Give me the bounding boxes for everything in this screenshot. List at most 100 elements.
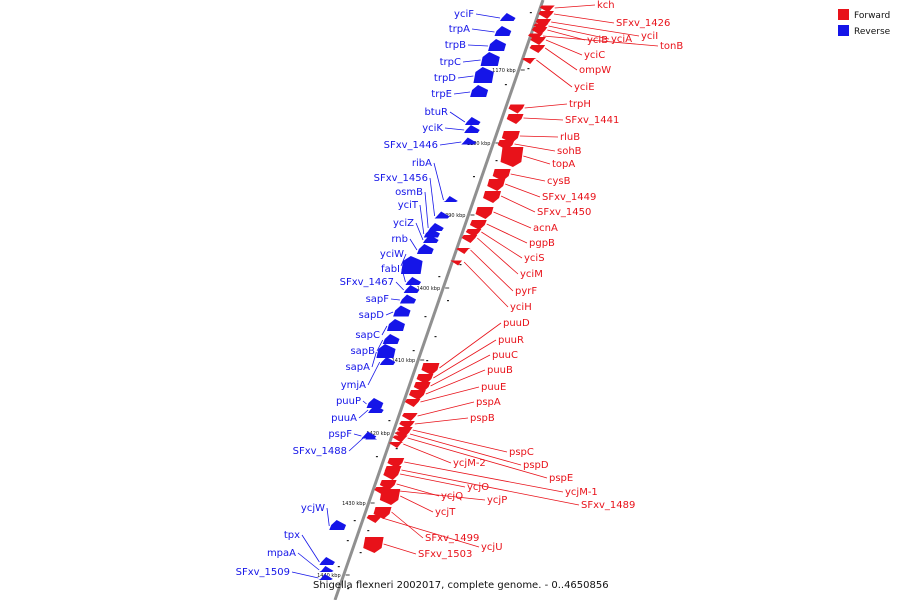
reverse-gene-yciz[interactable]	[423, 235, 439, 243]
forward-gene-label-puue[interactable]: puuE	[481, 382, 506, 393]
reverse-gene-label-yciw[interactable]: yciW	[380, 249, 404, 260]
reverse-gene-puua[interactable]	[368, 405, 384, 413]
forward-gene-label-ycii[interactable]: yciI	[641, 31, 658, 42]
reverse-gene-label-riba[interactable]: ribA	[412, 158, 432, 169]
reverse-gene-yciw[interactable]	[400, 256, 423, 274]
forward-gene-label-sfxv_1503[interactable]: SFxv_1503	[418, 549, 472, 560]
reverse-gene-ycik[interactable]	[464, 125, 480, 133]
reverse-gene-tpx[interactable]	[319, 557, 335, 565]
forward-gene-ycii[interactable]	[535, 19, 552, 27]
forward-gene-label-cysb[interactable]: cysB	[547, 176, 571, 187]
forward-gene-trph[interactable]	[508, 104, 525, 114]
forward-gene-topa[interactable]	[500, 147, 524, 167]
forward-gene-pyrf[interactable]	[456, 248, 471, 254]
forward-gene-label-puub[interactable]: puuB	[487, 365, 513, 376]
forward-gene-ycjq[interactable]	[379, 480, 397, 490]
reverse-gene-sapa[interactable]	[376, 344, 396, 358]
forward-gene-sohb[interactable]	[497, 140, 515, 150]
forward-gene-label-sfxv_1449[interactable]: SFxv_1449	[542, 192, 596, 203]
reverse-gene-label-trpe[interactable]: trpE	[431, 89, 452, 100]
forward-gene-label-ycjo[interactable]: ycjO	[467, 482, 489, 493]
forward-gene-label-ycjp[interactable]: ycjP	[487, 495, 507, 506]
forward-gene-pspa[interactable]	[401, 413, 418, 421]
reverse-gene-label-trpd[interactable]: trpD	[434, 73, 456, 84]
forward-gene-pspb[interactable]	[399, 421, 415, 429]
reverse-gene-label-yciz[interactable]: yciZ	[393, 218, 414, 229]
forward-gene-label-ycih[interactable]: yciH	[510, 302, 532, 313]
reverse-gene-label-sapb[interactable]: sapB	[350, 346, 375, 357]
reverse-gene-label-mpaa[interactable]: mpaA	[267, 548, 296, 559]
forward-gene-label-pyrf[interactable]: pyrF	[515, 286, 537, 297]
forward-gene-pspc[interactable]	[397, 427, 413, 435]
forward-gene-label-ycis[interactable]: yciS	[524, 253, 545, 264]
reverse-gene-sfxv_1446[interactable]	[461, 137, 477, 145]
reverse-gene-mpaa[interactable]	[319, 566, 334, 572]
reverse-gene-label-sfxv_1446[interactable]: SFxv_1446	[384, 140, 438, 151]
reverse-gene-label-ycik[interactable]: yciK	[422, 123, 443, 134]
reverse-gene-ycif[interactable]	[499, 13, 516, 21]
reverse-gene-sfxv_1509[interactable]	[318, 574, 333, 580]
reverse-gene-ycjw[interactable]	[329, 520, 347, 530]
forward-gene-label-ycjt[interactable]: ycjT	[435, 507, 456, 518]
forward-gene-ycim[interactable]	[461, 235, 478, 243]
forward-gene-sfxv_1441[interactable]	[506, 114, 524, 124]
forward-gene-label-acna[interactable]: acnA	[533, 223, 558, 234]
forward-gene-label-pgpb[interactable]: pgpB	[529, 238, 555, 249]
forward-gene-label-topa[interactable]: topA	[552, 159, 575, 170]
reverse-gene-sfxv_1467[interactable]	[403, 285, 420, 293]
reverse-gene-label-pspf[interactable]: pspF	[328, 429, 352, 440]
forward-gene-ycju[interactable]	[366, 515, 383, 523]
forward-gene-ycjo[interactable]	[383, 470, 401, 480]
forward-gene-kch[interactable]	[539, 5, 555, 13]
forward-gene-puub[interactable]	[409, 390, 426, 400]
reverse-gene-label-sfxv_1456[interactable]: SFxv_1456	[374, 173, 428, 184]
forward-gene-label-sfxv_1426[interactable]: SFxv_1426	[616, 18, 670, 29]
reverse-gene-label-rnb[interactable]: rnb	[391, 234, 408, 245]
forward-gene-label-pspc[interactable]: pspC	[509, 447, 534, 458]
reverse-gene-label-btur[interactable]: btuR	[424, 107, 448, 118]
reverse-gene-rnb[interactable]	[416, 244, 434, 254]
reverse-gene-label-sfxv_1467[interactable]: SFxv_1467	[340, 277, 394, 288]
reverse-gene-ycit[interactable]	[423, 228, 440, 238]
reverse-gene-fabi[interactable]	[405, 277, 422, 285]
forward-gene-acna[interactable]	[475, 207, 494, 219]
forward-gene-label-puud[interactable]: puuD	[503, 318, 530, 329]
reverse-gene-label-sfxv_1509[interactable]: SFxv_1509	[236, 567, 290, 578]
reverse-gene-label-ycit[interactable]: yciT	[398, 200, 419, 211]
forward-gene-ycjt[interactable]	[379, 489, 401, 505]
forward-gene-label-ycia[interactable]: yciA	[611, 34, 632, 45]
reverse-gene-sapb[interactable]	[382, 334, 400, 344]
reverse-gene-label-ycjw[interactable]: ycjW	[301, 503, 325, 514]
reverse-gene-label-ymja[interactable]: ymjA	[341, 380, 366, 391]
forward-gene-label-puur[interactable]: puuR	[498, 335, 524, 346]
forward-gene-ycic[interactable]	[530, 37, 546, 45]
reverse-gene-sapc[interactable]	[386, 319, 405, 331]
forward-gene-label-ycic[interactable]: yciC	[584, 50, 605, 61]
reverse-gene-btur[interactable]	[464, 117, 481, 125]
forward-gene-label-trph[interactable]: trpH	[569, 99, 591, 110]
forward-gene-label-ompw[interactable]: ompW	[579, 65, 611, 76]
forward-gene-label-sfxv_1450[interactable]: SFxv_1450	[537, 207, 591, 218]
reverse-gene-label-trpa[interactable]: trpA	[449, 24, 470, 35]
forward-gene-label-ycjm-2[interactable]: ycjM-2	[453, 458, 486, 469]
forward-gene-pspe[interactable]	[392, 435, 408, 443]
forward-gene-label-sohb[interactable]: sohB	[557, 146, 582, 157]
forward-gene-label-tonb[interactable]: tonB	[660, 41, 683, 52]
forward-gene-cysb[interactable]	[492, 169, 511, 181]
reverse-gene-label-trpb[interactable]: trpB	[445, 40, 466, 51]
forward-gene-ycih[interactable]	[450, 260, 465, 266]
forward-gene-label-sfxv_1499[interactable]: SFxv_1499	[425, 533, 479, 544]
reverse-gene-trpe[interactable]	[470, 85, 489, 97]
reverse-gene-label-fabi[interactable]: fabI	[381, 264, 400, 275]
reverse-gene-label-ycif[interactable]: yciF	[454, 9, 474, 20]
forward-gene-sfxv_1449[interactable]	[487, 179, 506, 191]
reverse-gene-label-sapa[interactable]: sapA	[345, 362, 370, 373]
forward-gene-label-pspb[interactable]: pspB	[470, 413, 495, 424]
forward-gene-label-ycim[interactable]: yciM	[520, 269, 543, 280]
reverse-gene-label-tpx[interactable]: tpx	[284, 530, 300, 541]
forward-gene-ycib[interactable]	[531, 27, 548, 35]
reverse-gene-label-osmb[interactable]: osmB	[395, 187, 423, 198]
reverse-gene-label-sapc[interactable]: sapC	[355, 330, 380, 341]
reverse-gene-trpd[interactable]	[473, 67, 494, 83]
forward-gene-label-sfxv_1489[interactable]: SFxv_1489	[581, 500, 635, 511]
